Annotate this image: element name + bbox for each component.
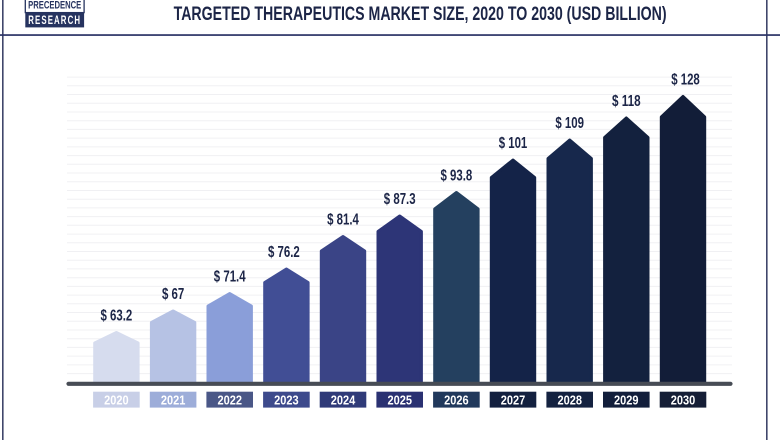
svg-text:2027: 2027 bbox=[501, 392, 526, 407]
svg-text:2023: 2023 bbox=[274, 392, 299, 407]
svg-text:RESEARCH: RESEARCH bbox=[28, 15, 81, 27]
svg-text:$ 93.8: $ 93.8 bbox=[441, 168, 473, 185]
svg-text:TARGETED THERAPEUTICS MARKET S: TARGETED THERAPEUTICS MARKET SIZE, 2020 … bbox=[174, 3, 667, 25]
svg-text:$ 76.2: $ 76.2 bbox=[268, 244, 300, 261]
svg-text:2030: 2030 bbox=[671, 392, 696, 407]
svg-text:2025: 2025 bbox=[387, 392, 412, 407]
svg-text:$ 63.2: $ 63.2 bbox=[101, 308, 133, 325]
svg-text:2029: 2029 bbox=[614, 392, 639, 407]
svg-text:2020: 2020 bbox=[104, 392, 129, 407]
svg-text:$ 67: $ 67 bbox=[162, 286, 184, 303]
svg-text:2026: 2026 bbox=[444, 392, 469, 407]
svg-text:2022: 2022 bbox=[217, 392, 242, 407]
svg-text:2028: 2028 bbox=[557, 392, 582, 407]
svg-text:$ 109: $ 109 bbox=[555, 115, 584, 132]
svg-text:PRECEDENCE: PRECEDENCE bbox=[28, 0, 81, 12]
svg-text:$ 101: $ 101 bbox=[499, 135, 528, 152]
svg-text:$ 81.4: $ 81.4 bbox=[327, 212, 359, 229]
svg-text:$ 118: $ 118 bbox=[612, 93, 641, 110]
svg-text:2021: 2021 bbox=[161, 392, 186, 407]
svg-text:$ 87.3: $ 87.3 bbox=[384, 191, 416, 208]
svg-text:$ 128: $ 128 bbox=[671, 72, 700, 89]
svg-text:2024: 2024 bbox=[331, 392, 356, 407]
svg-text:$ 71.4: $ 71.4 bbox=[214, 269, 246, 286]
